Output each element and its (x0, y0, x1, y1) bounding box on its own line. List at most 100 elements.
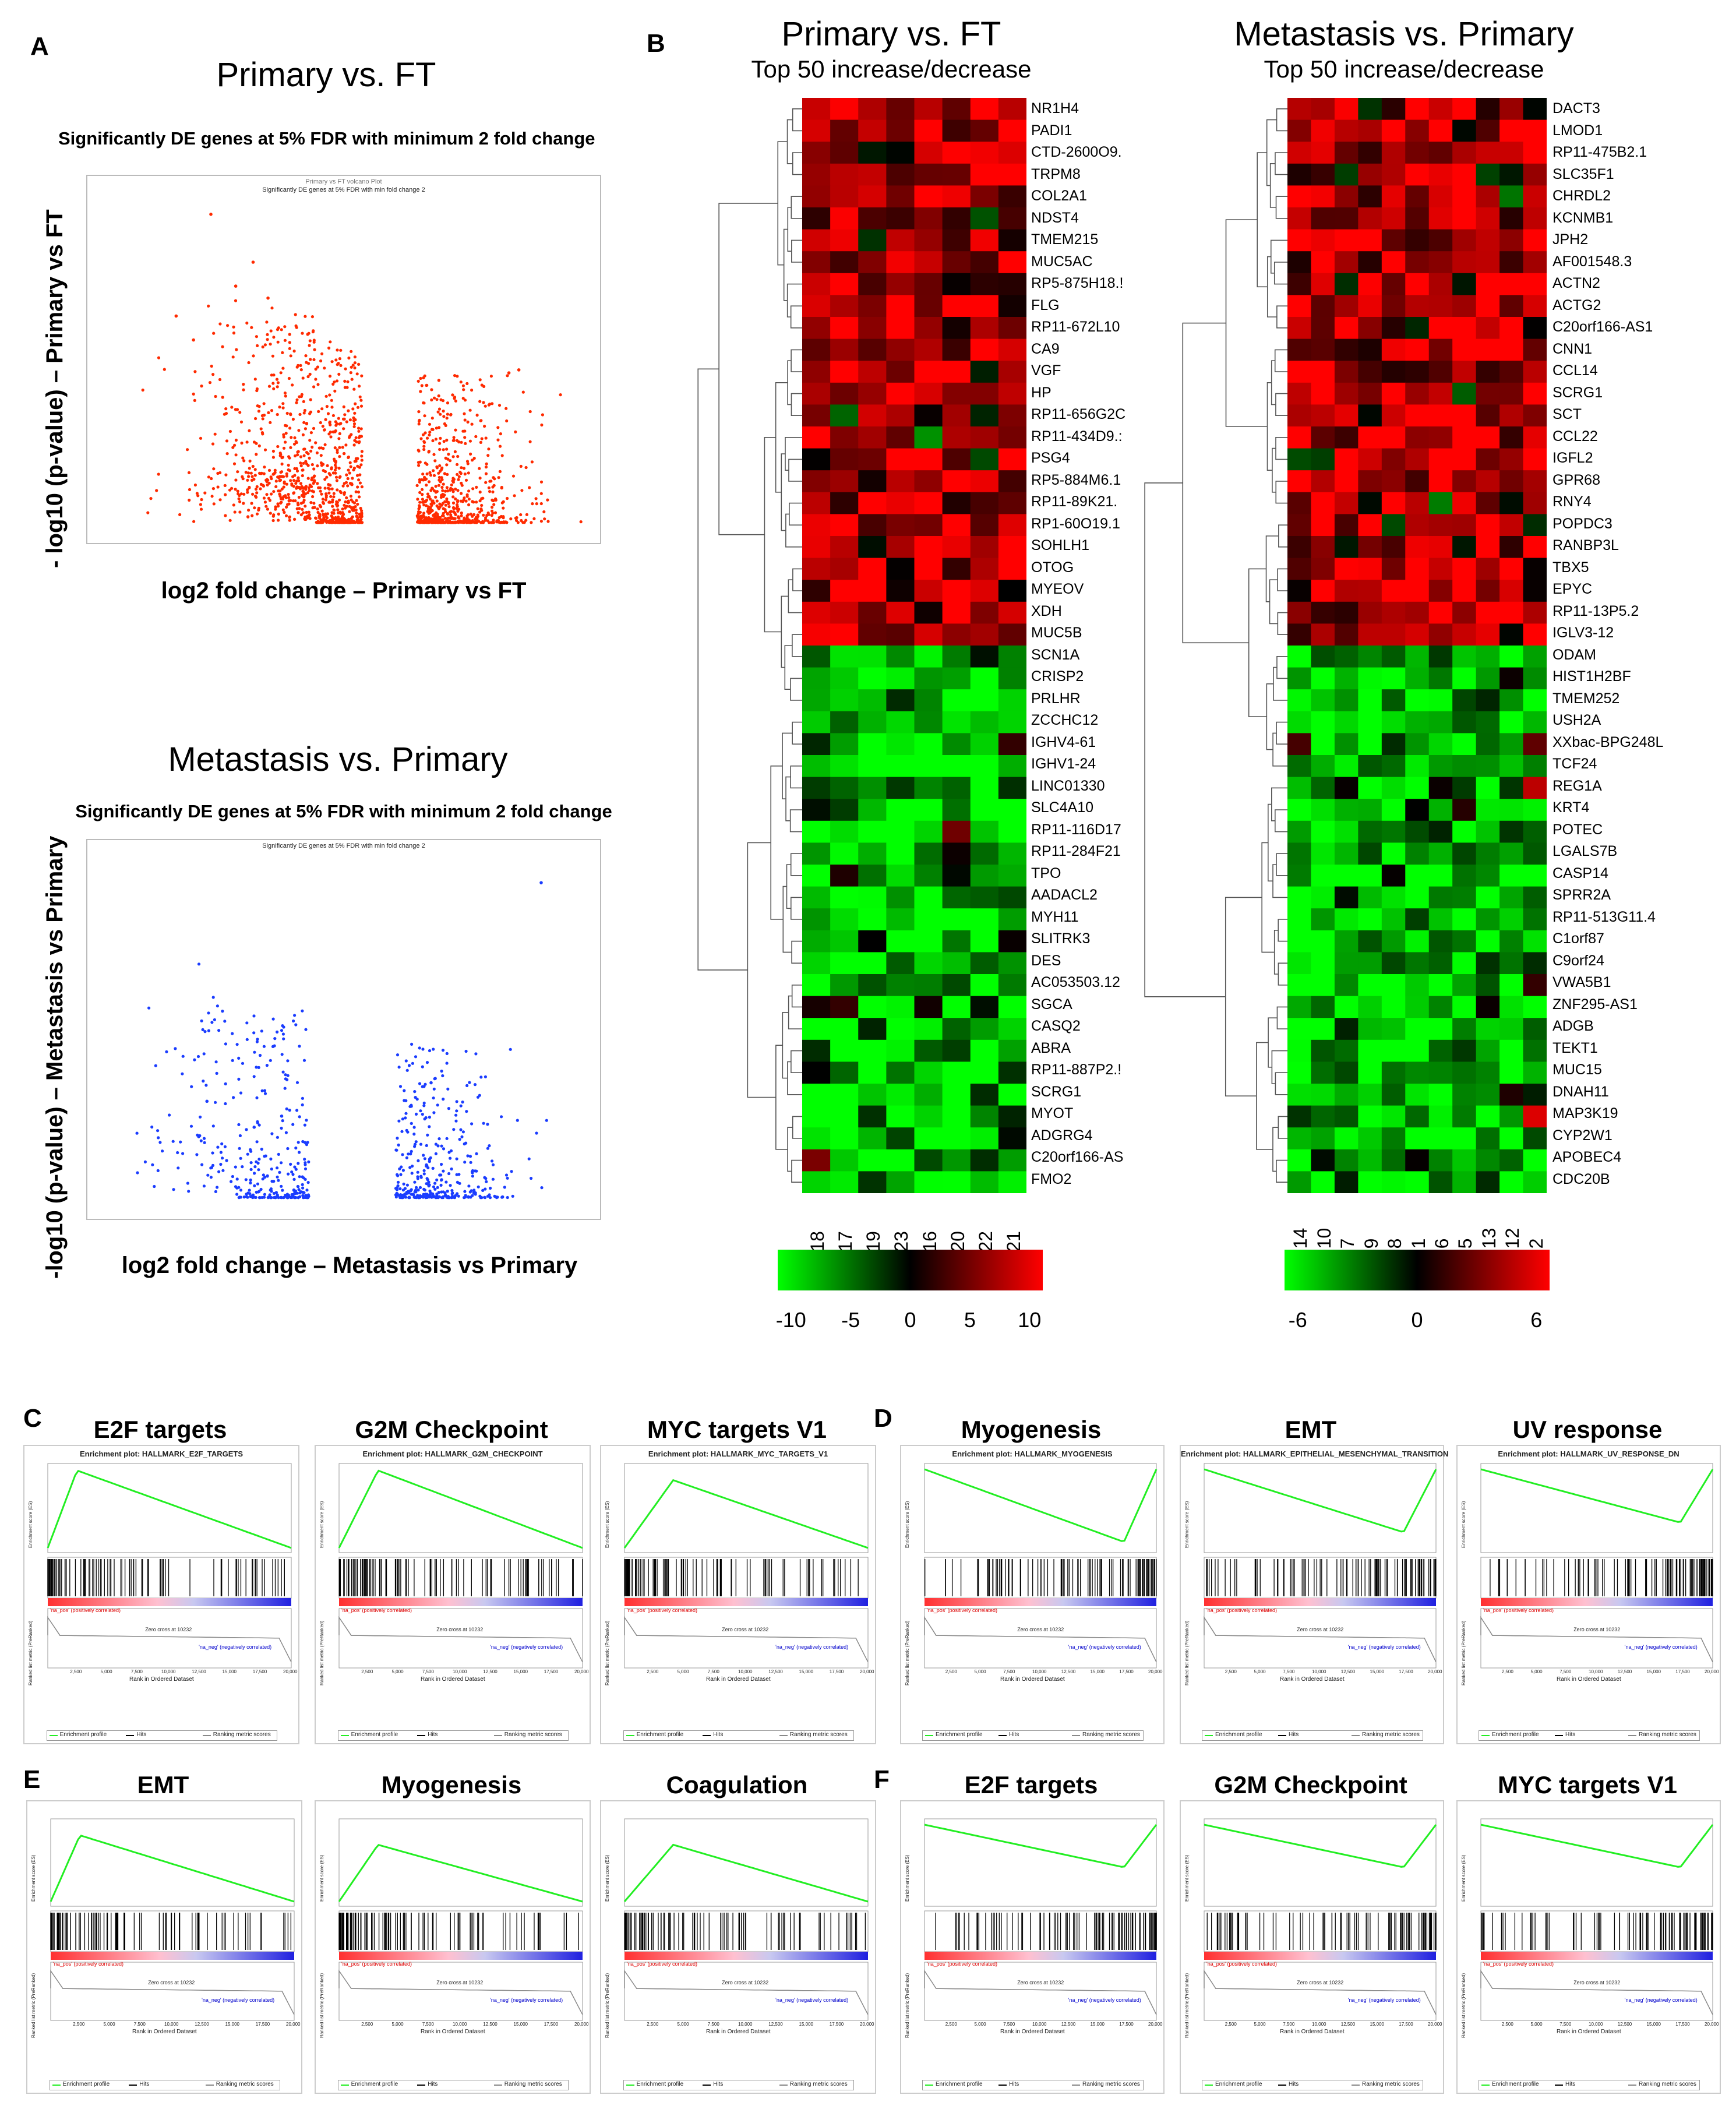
gsea-legend-item: Enrichment profile (1492, 2081, 1539, 2087)
gsea-ylabel-rank: Ranked list metric (PreRanked) (28, 1620, 33, 1685)
volcano-top-point (433, 459, 437, 463)
volcano-top-point (281, 508, 285, 512)
volcano-top-point (356, 405, 360, 409)
gsea-xlabel: Rank in Ordered Dataset (132, 2029, 197, 2035)
volcano-bottom-point (271, 1017, 275, 1021)
volcano-top-point (246, 515, 250, 519)
volcano-top-point (447, 453, 450, 456)
heatmap-right-cell (1311, 865, 1335, 887)
volcano-top-point (464, 478, 468, 482)
volcano-top-point (416, 498, 419, 501)
heatmap-left-cell (858, 601, 887, 624)
volcano-top-point (471, 459, 474, 462)
volcano-top-point (496, 426, 500, 429)
volcano-top-point (480, 503, 484, 507)
volcano-top-point (242, 383, 245, 386)
volcano-top-point (579, 520, 583, 524)
heatmap-left-cell (802, 207, 831, 230)
volcano-bottom-point (463, 1190, 467, 1193)
heatmap-right-cell (1405, 842, 1430, 865)
heatmap-right-cell (1334, 119, 1359, 142)
gsea-legend: Enrichment profile Hits Ranking metric sco… (922, 2080, 1144, 2090)
heatmap-right-cell (1499, 1061, 1524, 1084)
heatmap-left-gene-label: PRLHR (1031, 690, 1081, 707)
heatmap-right-cell (1311, 514, 1335, 537)
gsea-xtick: 15,000 (799, 1669, 813, 1674)
heatmap-right-cell (1428, 536, 1453, 559)
gsea-legend: Enrichment profile Hits Ranking metric sco… (337, 2080, 569, 2090)
volcano-bottom-point (158, 1141, 162, 1144)
gsea-rank-frame (624, 1962, 869, 2021)
volcano-top-point (329, 495, 333, 498)
volcano-bottom-point (252, 1126, 256, 1129)
volcano-bottom-point (217, 1170, 221, 1173)
volcano-bottom-point (291, 1123, 295, 1126)
gsea-xtick: 10,000 (453, 1669, 467, 1674)
heatmap-right-gene-label: SPRR2A (1552, 887, 1611, 903)
gsea-xtick: 20,000 (574, 2022, 589, 2027)
heatmap-left-cell (802, 273, 831, 295)
volcano-top-point (357, 478, 361, 482)
volcano-top-point (426, 495, 430, 499)
volcano-bottom-point (277, 1179, 280, 1182)
heatmap-left-cell (970, 1061, 999, 1084)
volcano-top-point (304, 315, 307, 318)
heatmap-left-cell (970, 536, 999, 559)
heatmap-left-cell (942, 207, 971, 230)
heatmap-right-cell (1452, 777, 1477, 799)
gsea-svg (338, 1818, 583, 2021)
heatmap-left-cell (998, 514, 1026, 537)
heatmap-right-dendrogram-branch (1271, 1050, 1287, 1084)
volcano-top-point (314, 368, 317, 371)
volcano-top-point (272, 490, 276, 493)
heatmap-left-cell (914, 974, 943, 997)
volcano-top-point (460, 481, 463, 485)
volcano-top-point (316, 464, 319, 468)
volcano-top-point (462, 388, 465, 392)
gsea-rank-colorbar (1481, 1952, 1713, 1960)
heatmap-left-cell (858, 1018, 887, 1041)
gsea-zero-cross: Zero cross at 10232 (1017, 1980, 1064, 1985)
heatmap-right-cell (1428, 295, 1453, 318)
heatmap-right-cell (1358, 558, 1382, 580)
volcano-top-point (278, 475, 281, 478)
heatmap-right-cell (1523, 207, 1547, 230)
volcano-bottom-point (488, 1144, 491, 1148)
heatmap-left-colorbar-tick: 5 (964, 1308, 976, 1332)
gsea-ylabel-rank: Ranked list metric (PreRanked) (905, 1973, 910, 2038)
volcano-top-point (456, 499, 460, 503)
volcano-top-point (280, 496, 283, 500)
volcano-top-point (500, 454, 504, 457)
volcano-top-point (506, 374, 509, 378)
heatmap-right-cell (1476, 623, 1500, 646)
volcano-top-point (269, 512, 272, 515)
gsea-rank-curve (47, 1616, 292, 1663)
volcano-bottom-point (443, 1194, 447, 1197)
volcano-bottom-point (465, 1110, 468, 1113)
volcano-top-point (234, 438, 238, 442)
gsea-f-plot: 'na_pos' (positively correlated) Zero cro… (1456, 1800, 1721, 2094)
volcano-top-point (253, 474, 257, 477)
heatmap-right-cell (1381, 865, 1406, 887)
volcano-top-point (347, 409, 350, 412)
volcano-top-point (331, 414, 335, 417)
heatmap-right-cell (1358, 1105, 1382, 1128)
volcano-top-point (236, 489, 239, 493)
volcano-top-point (332, 495, 336, 499)
volcano-top-point (255, 335, 258, 338)
volcano-top-point (358, 385, 361, 388)
heatmap-right-cell (1523, 142, 1547, 164)
volcano-top-point (429, 474, 433, 477)
volcano-top-point (224, 514, 227, 517)
gsea-xtick: 17,500 (1119, 1669, 1134, 1674)
heatmap-right-dendrogram-branch (1270, 239, 1287, 274)
volcano-bottom-point (426, 1166, 430, 1170)
gsea-xtick: 5,000 (677, 2022, 689, 2027)
heatmap-right-cell (1287, 996, 1312, 1018)
volcano-bottom-point (263, 1155, 266, 1158)
heatmap-left-cell (942, 930, 971, 953)
volcano-top-point (266, 333, 269, 336)
volcano-bottom-point (420, 1195, 424, 1198)
volcano-bottom-point (479, 1075, 483, 1079)
volcano-top-point (276, 381, 280, 385)
